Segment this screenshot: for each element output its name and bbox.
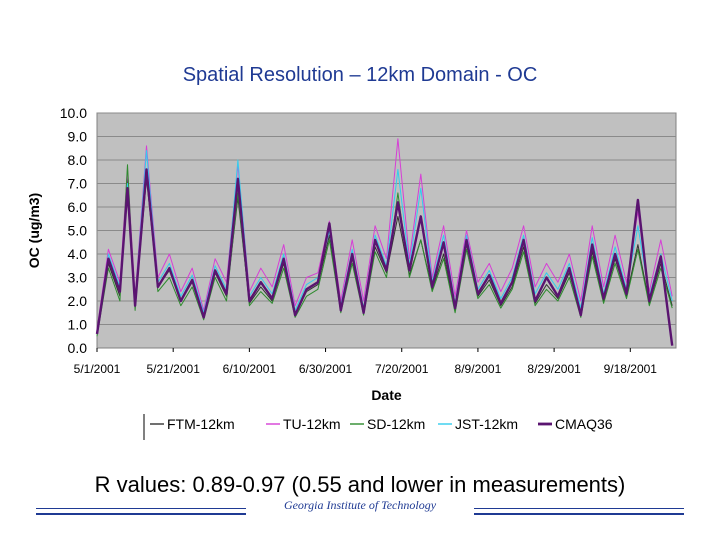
chart-title: Spatial Resolution – 12km Domain - OC (182, 64, 538, 86)
r-values-note: R values: 0.89-0.97 (0.55 and lower in m… (94, 472, 626, 497)
legend-label: CMAQ36 (555, 416, 613, 432)
series-line-tu-12km (96, 138, 673, 330)
y-tick-label: 3.0 (68, 270, 88, 286)
y-tick-label: 10.0 (60, 105, 87, 121)
y-axis-label: OC (ug/m3) (26, 193, 42, 268)
legend-label: TU-12km (283, 416, 341, 432)
x-tick-label: 5/1/2001 (74, 362, 121, 376)
series-line-sd-12km (96, 164, 673, 337)
legend-label: FTM-12km (167, 416, 235, 432)
y-tick-label: 5.0 (68, 223, 88, 239)
y-tick-label: 9.0 (68, 129, 88, 145)
x-tick-label: 7/20/2001 (375, 362, 429, 376)
y-tick-label: 1.0 (68, 317, 88, 333)
institution-name: Georgia Institute of Technology (283, 498, 437, 512)
legend-label: SD-12km (367, 416, 425, 432)
x-tick-label: 9/18/2001 (604, 362, 658, 376)
oc-time-series-chart: 0.0 1.0 2.0 3.0 4.0 5.0 6.0 7.0 8.0 9.0 10.0 5/1/20… (26, 105, 677, 440)
x-tick-label: 8/9/2001 (455, 362, 502, 376)
x-tick-label: 5/21/2001 (146, 362, 200, 376)
y-tick-label: 2.0 (68, 293, 88, 309)
left-footer-rule (36, 508, 246, 515)
x-tick-label: 6/30/2001 (299, 362, 353, 376)
series-line-cmaq36 (95, 168, 674, 346)
right-footer-rule (474, 508, 684, 515)
x-tick-label: 6/10/2001 (223, 362, 277, 376)
x-tick-label: 8/29/2001 (527, 362, 581, 376)
y-tick-label: 0.0 (68, 340, 88, 356)
series-line-jst-12km (96, 150, 673, 332)
x-axis-label: Date (371, 387, 402, 403)
y-tick-label: 4.0 (68, 246, 88, 262)
y-tick-label: 8.0 (68, 152, 88, 168)
y-tick-label: 7.0 (68, 176, 88, 192)
legend-label: JST-12km (455, 416, 518, 432)
y-tick-label: 6.0 (68, 199, 88, 215)
